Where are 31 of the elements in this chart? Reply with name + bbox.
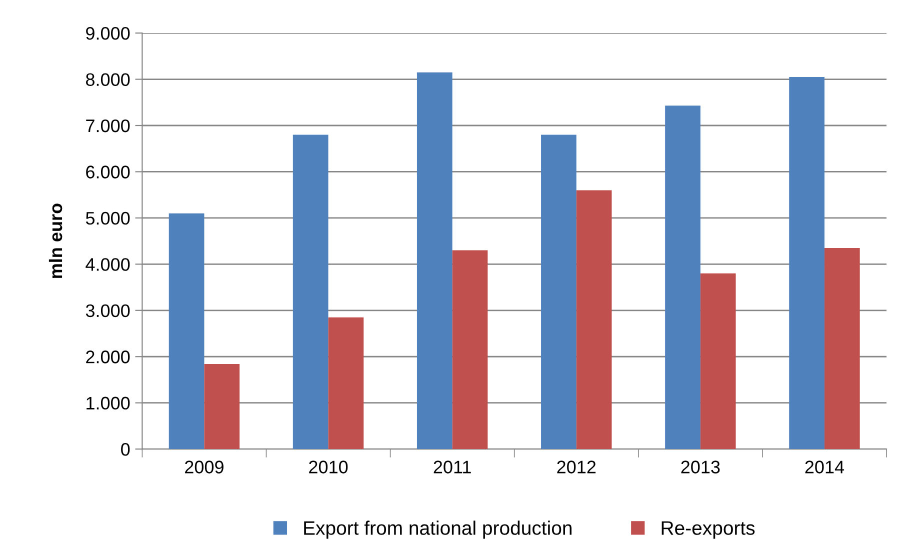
legend-label: Export from national production (304, 520, 572, 539)
bar (576, 190, 612, 450)
x-tick-label: 2011 (434, 460, 471, 474)
x-tick-label: 2013 (681, 460, 720, 474)
bar (541, 134, 576, 450)
y-tick-label: 5.000 (86, 212, 130, 225)
x-tick-label: 2009 (185, 460, 224, 474)
bar (204, 364, 240, 450)
y-tick-label: 2.000 (86, 350, 130, 364)
bar (328, 317, 364, 450)
bar (452, 250, 488, 450)
y-axis-title: mln euro (48, 204, 62, 278)
x-tick-label: 2014 (805, 460, 844, 474)
y-tick-label: 8.000 (86, 73, 130, 86)
bar (292, 134, 328, 450)
y-tick-label: 4.000 (86, 258, 130, 271)
bar (416, 72, 452, 450)
y-tick-label: 0 (121, 443, 130, 456)
bar (789, 76, 824, 450)
y-tick-label: 6.000 (86, 166, 130, 178)
y-tick-label: 7.000 (86, 119, 130, 132)
bar (824, 248, 860, 450)
legend-label: Re-exports (662, 521, 755, 539)
y-tick-label: 9.000 (86, 26, 130, 40)
x-tick-label: 2012 (557, 460, 596, 474)
y-tick-label: 1.000 (86, 396, 130, 410)
bar (700, 273, 736, 450)
bar (665, 106, 700, 450)
y-tick-label: 3.000 (86, 304, 130, 318)
x-tick-label: 2010 (309, 460, 348, 474)
bar (168, 213, 204, 450)
